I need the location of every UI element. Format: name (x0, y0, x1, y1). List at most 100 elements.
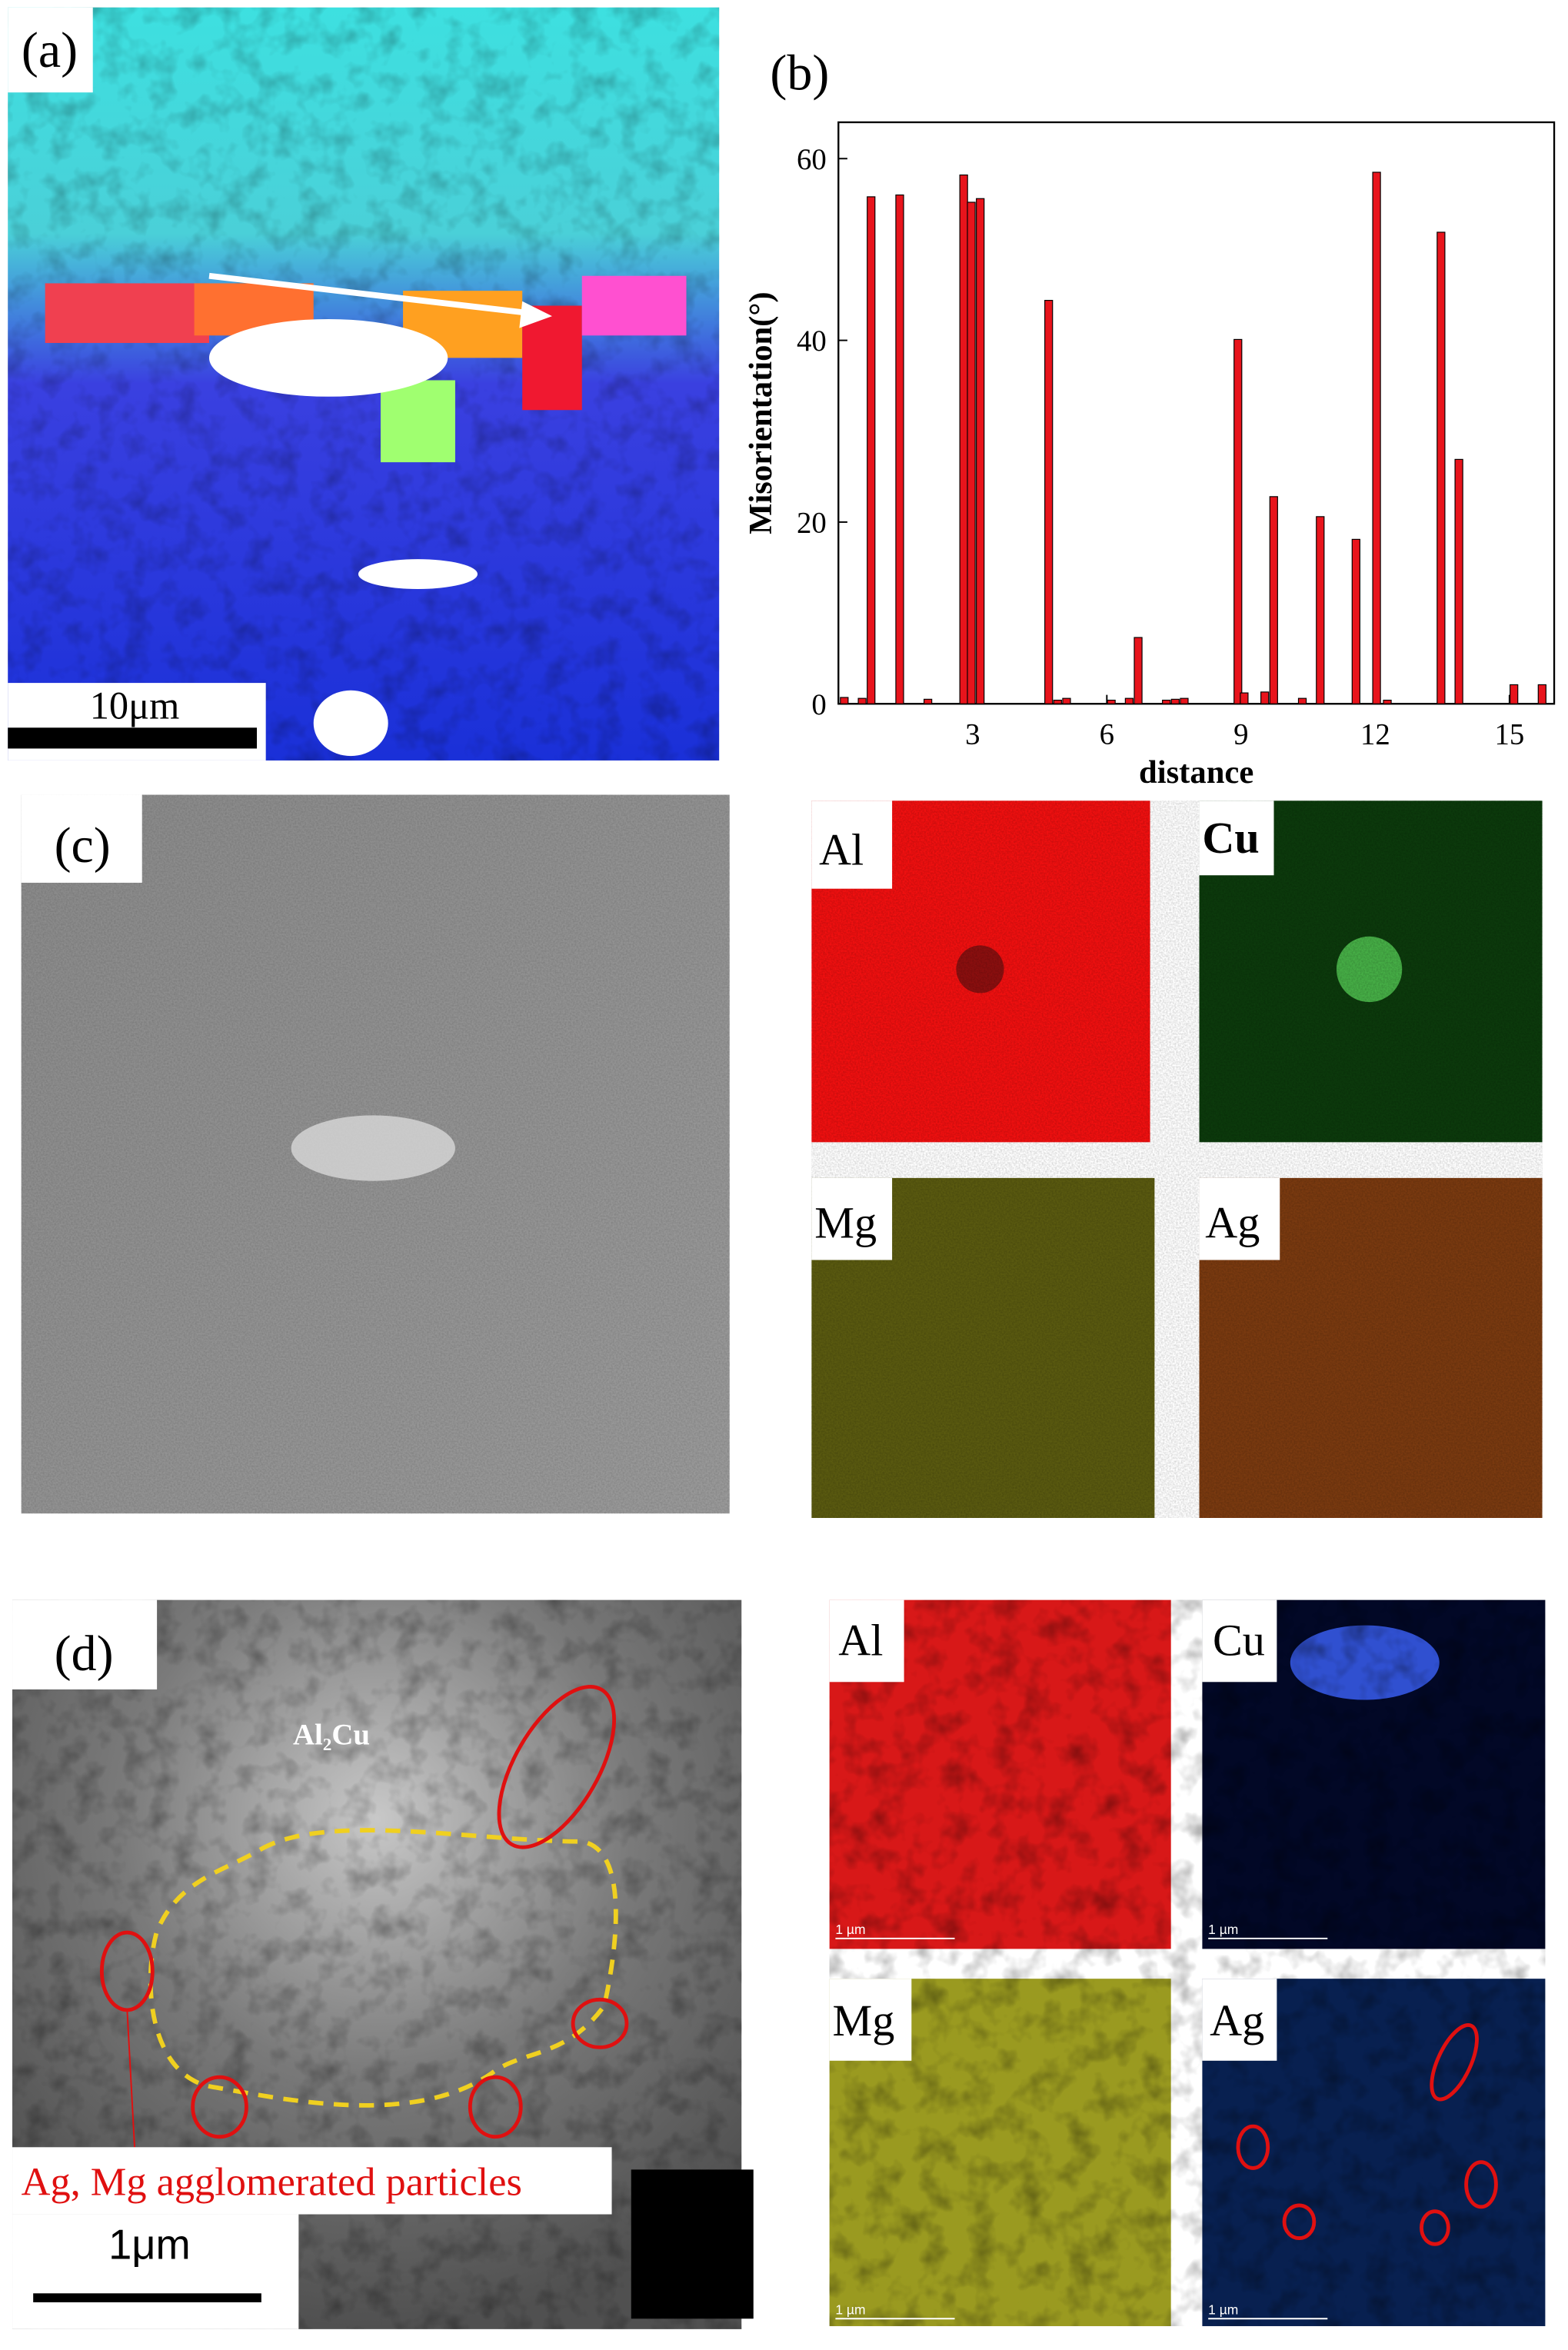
highlight (497, 1685, 617, 1849)
bar (1124, 697, 1134, 704)
bar (1260, 691, 1270, 704)
diffraction-inset (631, 2169, 754, 2319)
panel-d: (d) Al₂Cu Ag, Mg agglomerated particles … (12, 1599, 1546, 2329)
x-tick-label: 12 (1360, 718, 1390, 751)
bar (1297, 697, 1307, 704)
highlight (1420, 2209, 1450, 2246)
grain (45, 283, 209, 343)
map-label: Al (819, 825, 864, 875)
region-outline (148, 1828, 618, 2108)
highlight (1430, 2023, 1479, 2102)
label-box (1199, 1177, 1280, 1260)
bar (1180, 697, 1189, 704)
void (358, 559, 478, 589)
map-label: Ag (1210, 1996, 1264, 2045)
map-scale: 1 µm (1208, 2302, 1238, 2317)
map-label: Cu (1202, 813, 1259, 863)
scale-bar (33, 2293, 261, 2302)
highlight (571, 1997, 629, 2049)
scale-bar (8, 727, 258, 749)
map-scales: 1 µm 1 µm 1 µm 1 µm (835, 1922, 1238, 2317)
bar (1044, 300, 1054, 704)
eds-texture (811, 801, 1543, 1518)
scale-box (12, 2214, 299, 2329)
bar (1454, 458, 1463, 704)
bar (1316, 516, 1325, 704)
bar (1372, 171, 1381, 704)
void (313, 690, 388, 757)
map-label: Cu (1213, 1615, 1265, 1665)
bar (1134, 637, 1143, 704)
bar (857, 697, 867, 704)
bar (1269, 496, 1278, 704)
bar (1240, 692, 1249, 704)
label-box (1199, 801, 1274, 876)
annotation-box (12, 2147, 612, 2215)
bar (1053, 699, 1062, 704)
label-box (8, 7, 93, 93)
y-tick-label: 40 (797, 325, 827, 358)
particle (291, 1115, 455, 1181)
highlight (1464, 2160, 1498, 2209)
highlight (191, 2075, 248, 2139)
y-tick-label: 20 (797, 506, 827, 539)
label-box (21, 794, 142, 883)
highlight-ellipses (1236, 2023, 1498, 2246)
eds-texture (829, 1599, 1546, 2326)
map-label: Mg (833, 1996, 895, 2045)
bar (1537, 684, 1546, 704)
label-box (811, 1177, 893, 1260)
scale-label: 1μm (108, 2222, 191, 2268)
y-tick-label: 0 (811, 688, 826, 721)
highlight (468, 2075, 523, 2139)
arrow-head (519, 301, 552, 328)
x-tick-label: 6 (1100, 718, 1114, 751)
bar (1383, 699, 1392, 704)
bar (967, 201, 976, 704)
label-box (811, 801, 893, 889)
y-tick-label: 60 (797, 143, 827, 176)
void (208, 318, 448, 397)
leader-line (126, 2009, 135, 2148)
x-axis-label: distance (1139, 754, 1253, 791)
bar (959, 174, 968, 704)
bar (1437, 231, 1446, 704)
label-box (1202, 1979, 1277, 2061)
bar (867, 196, 876, 704)
highlight (1236, 2124, 1270, 2170)
bar (1233, 338, 1243, 704)
panel-label: (b) (770, 45, 829, 101)
label-box (829, 1599, 904, 1683)
bar (976, 198, 985, 704)
highlight-ellipses (99, 1685, 629, 2139)
label-box (12, 1599, 158, 1689)
label-box (829, 1979, 912, 2061)
panel-label: (a) (22, 22, 78, 78)
bar (1170, 698, 1180, 704)
x-tick-label: 15 (1494, 718, 1524, 751)
map-scale: 1 µm (835, 2302, 865, 2317)
plot-frame (837, 121, 1556, 705)
map-label: Mg (814, 1197, 877, 1247)
map-label: Ag (1205, 1197, 1260, 1247)
bar (895, 194, 904, 704)
highlight (1282, 2203, 1317, 2240)
grain (581, 275, 687, 336)
map-scale-lines (835, 1937, 1328, 2320)
panel-a: (a) 10μm (8, 7, 720, 761)
label-box (1202, 1599, 1277, 1683)
bar (1510, 684, 1519, 704)
bar (1062, 697, 1071, 704)
phase-label: Al₂Cu (293, 1719, 370, 1752)
bar (1107, 699, 1116, 704)
bar (1162, 699, 1171, 704)
x-tick-label: 3 (965, 718, 980, 751)
annotation: Ag, Mg agglomerated particles (22, 2159, 522, 2204)
scale-label: 10μm (90, 684, 180, 727)
y-axis-label: Misorientation(°) (743, 291, 779, 534)
panel-c: (c) Al Cu Mg Ag (21, 794, 1543, 1518)
bar (1351, 538, 1360, 704)
panel-label: (c) (55, 817, 111, 874)
grain (380, 380, 455, 463)
